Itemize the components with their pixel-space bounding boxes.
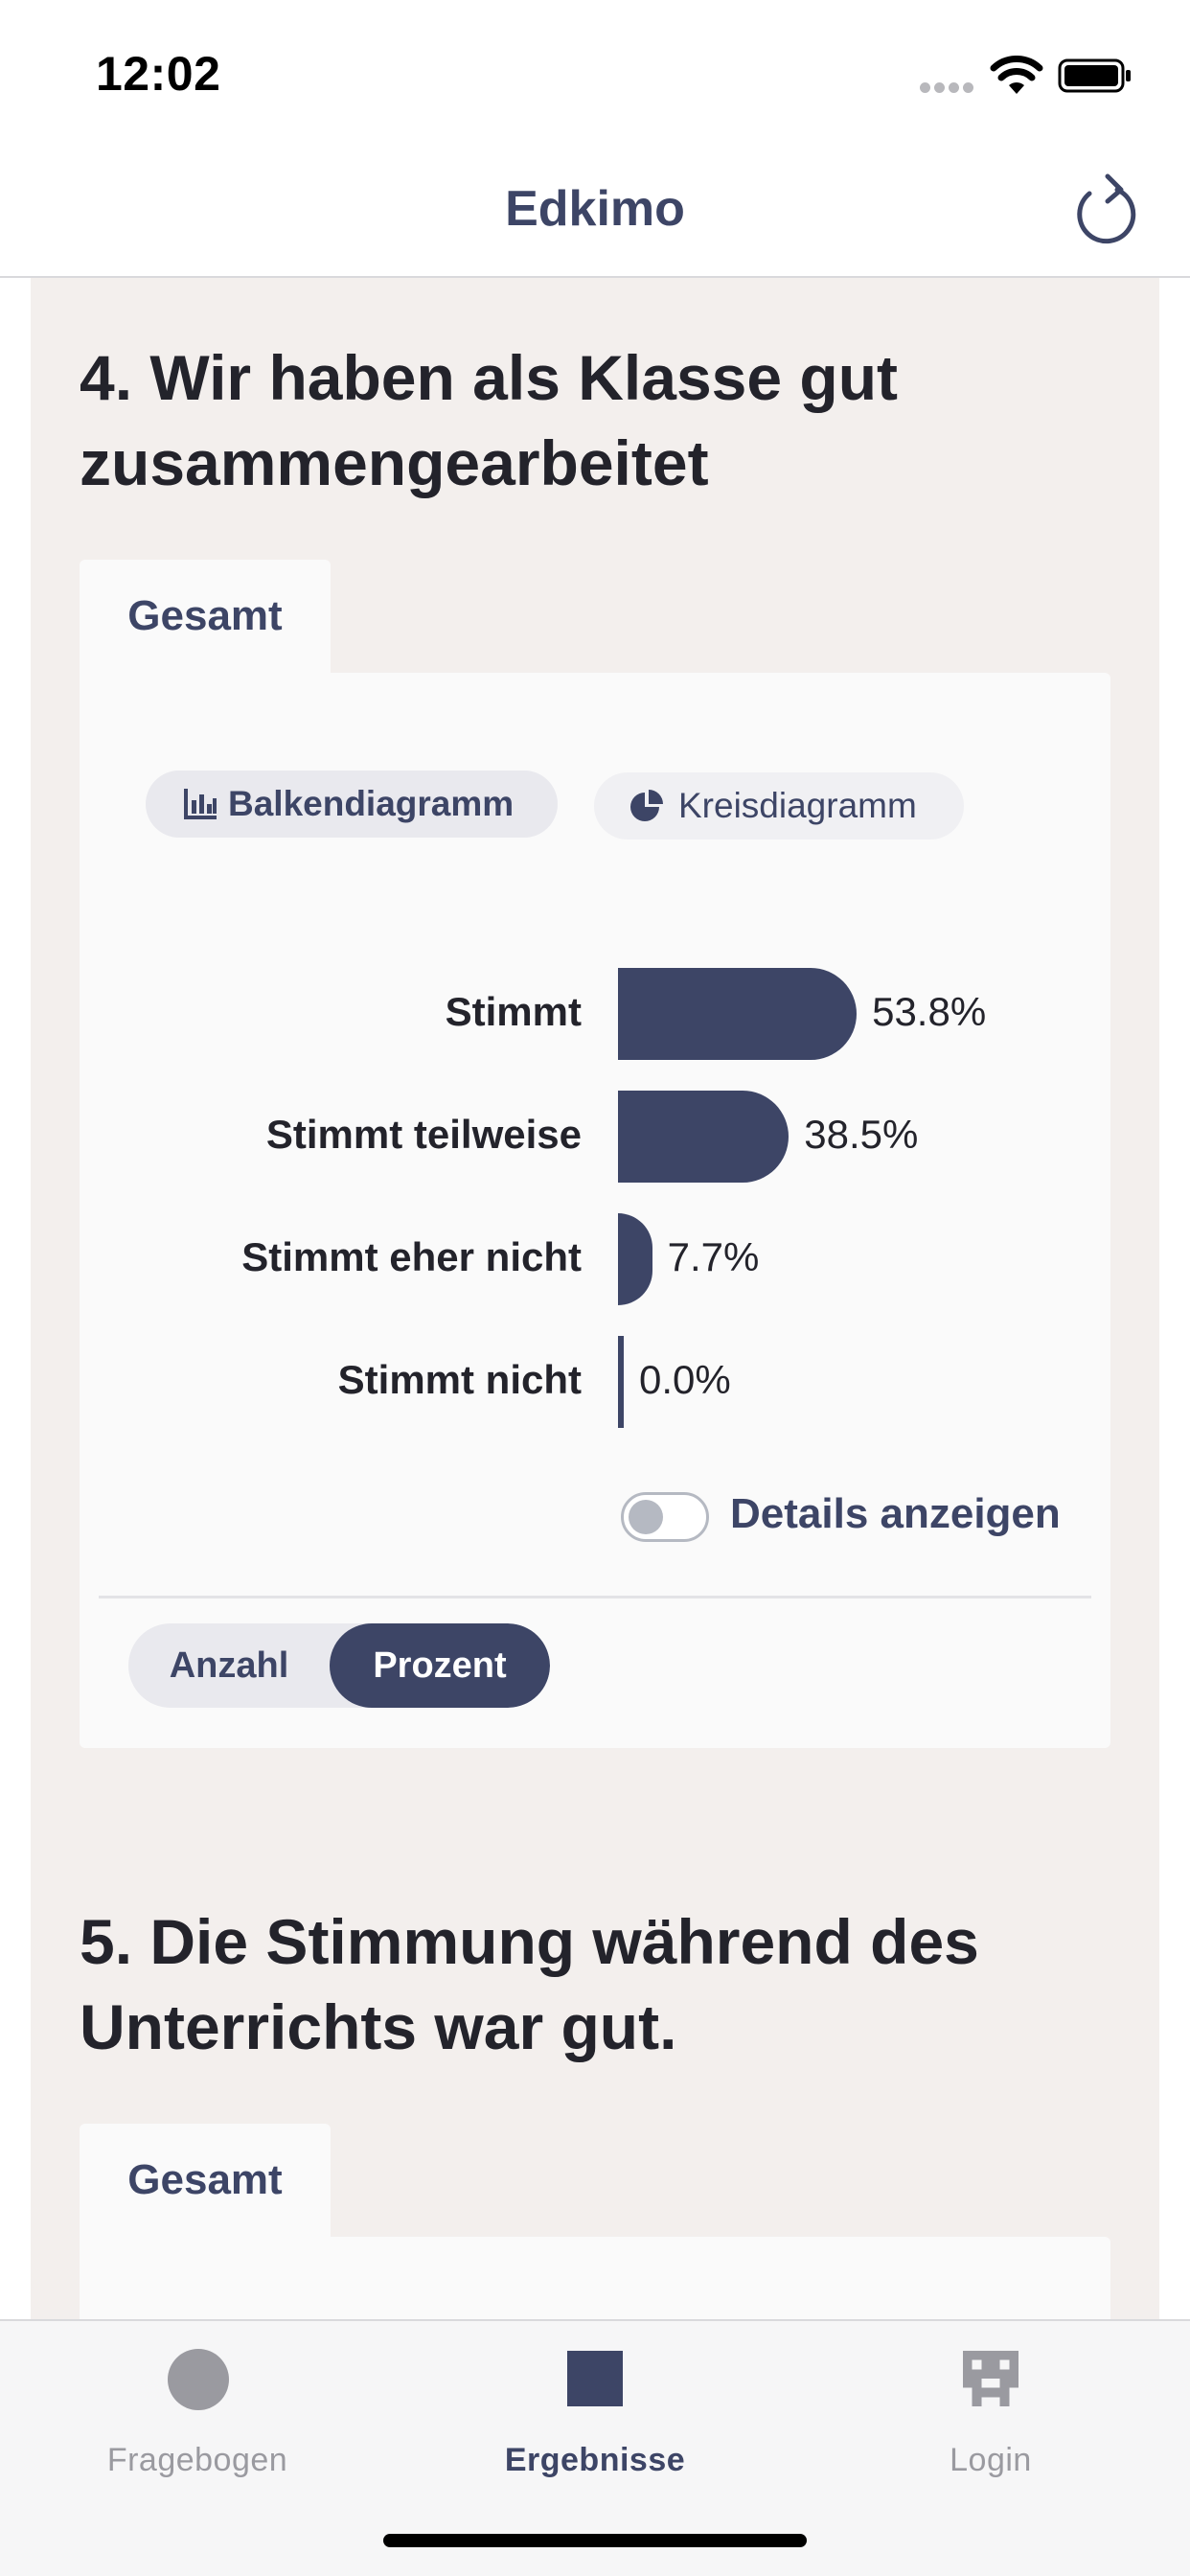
- app-title: Edkimo: [505, 181, 685, 237]
- bar: [618, 1213, 652, 1305]
- result-panel: [80, 2237, 1110, 2319]
- bar-label: Stimmt teilweise: [265, 1112, 582, 1157]
- question-title: 5. Die Stimmung während des Unterrichts …: [80, 1906, 979, 2062]
- tab-label: Login: [950, 2442, 1032, 2478]
- cellular-signal-icon: [920, 82, 975, 96]
- bar-label: Stimmt nicht: [337, 1357, 582, 1402]
- count-option[interactable]: Anzahl: [169, 1645, 289, 1686]
- tab-login[interactable]: Login: [847, 2321, 1134, 2513]
- percent-option[interactable]: Prozent: [330, 1623, 550, 1708]
- home-indicator: [383, 2534, 807, 2547]
- bar-label: Stimmt: [445, 989, 582, 1034]
- result-panel: Balkendiagramm Kreisdiagramm Stimmt 53.8%…: [80, 673, 1110, 1748]
- pixel-mask-icon: [963, 2351, 1018, 2406]
- bar-value-label: 38.5%: [804, 1112, 919, 1157]
- bar-value-label: 0.0%: [639, 1357, 731, 1402]
- toggle-knob: [629, 1500, 663, 1534]
- tab-gesamt[interactable]: Gesamt: [80, 2124, 331, 2237]
- circle-icon: [168, 2349, 229, 2410]
- tab-bar: Fragebogen Ergebnisse Login: [0, 2319, 1190, 2576]
- bar-value-label: 7.7%: [667, 1234, 760, 1279]
- results-content[interactable]: 4. Wir haben als Klasse gut zusammengear…: [31, 278, 1159, 2319]
- tab-gesamt[interactable]: Gesamt: [80, 560, 331, 673]
- bar-label: Stimmt eher nicht: [241, 1234, 582, 1279]
- tab-label: Fragebogen: [106, 2442, 288, 2478]
- tab-label: Ergebnisse: [504, 2442, 686, 2478]
- tab-ergebnisse[interactable]: Ergebnisse: [451, 2321, 739, 2513]
- wifi-icon: [990, 56, 1043, 94]
- bar-chart-label: Balkendiagramm: [228, 784, 515, 823]
- bar-chart-toggle[interactable]: Balkendiagramm: [146, 770, 558, 838]
- details-toggle[interactable]: [621, 1492, 709, 1542]
- bar: [618, 968, 858, 1060]
- square-icon: [567, 2351, 623, 2406]
- battery-icon: [1058, 58, 1131, 93]
- divider: [99, 1596, 1091, 1598]
- pie-chart-label: Kreisdiagramm: [678, 786, 917, 825]
- bar: [618, 1091, 790, 1183]
- count-percent-toggle: Anzahl Prozent: [128, 1623, 550, 1708]
- bar-value-label: 53.8%: [872, 989, 987, 1034]
- nav-bar: Edkimo: [0, 144, 1190, 278]
- bar-chart-icon: [184, 789, 217, 819]
- bar: [618, 1336, 624, 1428]
- status-bar: 12:02: [0, 0, 1190, 144]
- pie-chart-toggle[interactable]: Kreisdiagramm: [594, 772, 964, 840]
- pie-chart-icon: [630, 790, 663, 821]
- question-title: 4. Wir haben als Klasse gut zusammengear…: [80, 342, 899, 498]
- refresh-icon[interactable]: [1073, 171, 1142, 247]
- status-time: 12:02: [96, 47, 221, 101]
- tab-fragebogen[interactable]: Fragebogen: [54, 2321, 341, 2513]
- details-label: Details anzeigen: [730, 1490, 1061, 1537]
